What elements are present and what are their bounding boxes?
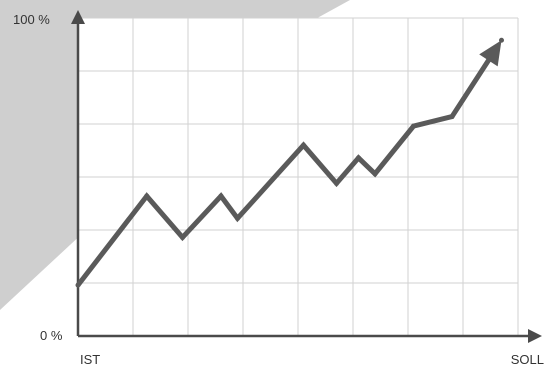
data-point bbox=[449, 114, 455, 120]
series-line bbox=[76, 57, 492, 287]
y-tick-label-top: 100 % bbox=[13, 12, 50, 27]
x-axis-arrow-icon bbox=[528, 329, 542, 343]
data-point bbox=[75, 282, 81, 288]
grid bbox=[78, 17, 519, 336]
data-point bbox=[411, 123, 416, 129]
data-point bbox=[180, 234, 185, 240]
series-points bbox=[75, 37, 504, 288]
y-axis-arrow-icon bbox=[71, 10, 85, 24]
data-point bbox=[235, 215, 240, 221]
data-point bbox=[499, 37, 504, 43]
series-arrow-icon bbox=[479, 40, 502, 67]
data-point bbox=[301, 142, 306, 148]
data-point bbox=[356, 155, 361, 161]
data-point bbox=[372, 171, 378, 177]
x-label-end: SOLL bbox=[511, 352, 544, 366]
data-point bbox=[144, 193, 150, 199]
x-label-start: IST bbox=[80, 352, 100, 366]
y-tick-label-bottom: 0 % bbox=[40, 328, 63, 343]
data-point bbox=[334, 180, 339, 186]
data-point bbox=[218, 193, 224, 199]
